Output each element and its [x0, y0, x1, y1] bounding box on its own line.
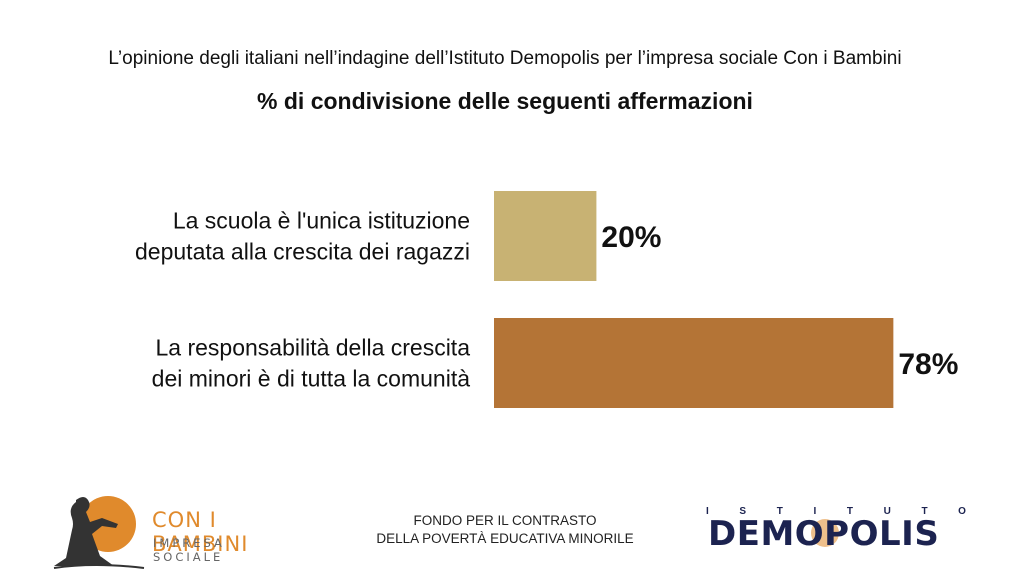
- bar: [494, 318, 894, 408]
- category-label: deputata alla crescita dei ragazzi: [135, 239, 470, 265]
- con-i-bambini-logo: CON I BAMBINI IMPRESA SOCIALE: [50, 490, 300, 570]
- logo-istituto-letter: T: [921, 506, 928, 517]
- bar-value-label: 20%: [601, 221, 661, 254]
- sun-icon: [811, 519, 839, 547]
- logo-istituto-letter: T: [776, 506, 783, 517]
- chart-subtitle: L’opinione degli italiani nell’indagine …: [108, 48, 902, 69]
- category-label: dei minori è di tutta la comunità: [152, 366, 471, 392]
- bar-chart: 20% La scuola è l'unica istituzione deputa…: [135, 191, 958, 408]
- category-label: La responsabilità della crescita: [155, 335, 470, 361]
- chart-title: % di condivisione delle seguenti afferma…: [257, 88, 753, 114]
- logo-istituto-letter: O: [958, 506, 966, 517]
- logo-demopolis-text: DEMOPOLIS: [708, 514, 940, 554]
- demopolis-logo: I S T I T U T O DEMOPOLIS: [706, 506, 971, 556]
- logo-tagline: IMPRESA SOCIALE: [153, 536, 225, 564]
- fund-caption: FONDO PER IL CONTRASTO DELLA POVERTÀ EDU…: [340, 512, 670, 548]
- fund-caption-line-2: DELLA POVERTÀ EDUCATIVA MINORILE: [376, 531, 634, 546]
- bar-value-label: 78%: [898, 348, 958, 381]
- category-label: La scuola è l'unica istituzione: [173, 208, 470, 234]
- bar: [494, 191, 597, 281]
- logo-istituto-letter: U: [883, 506, 891, 517]
- fund-caption-line-1: FONDO PER IL CONTRASTO: [413, 513, 597, 528]
- child-reading-icon: [53, 496, 145, 569]
- logo-istituto-letter: I: [706, 506, 709, 517]
- logo-istituto-letter: I: [813, 506, 817, 517]
- logo-name: CON I BAMBINI: [152, 508, 249, 556]
- logo-istituto-letter: T: [846, 506, 853, 517]
- logo-istituto-letter: S: [739, 506, 747, 517]
